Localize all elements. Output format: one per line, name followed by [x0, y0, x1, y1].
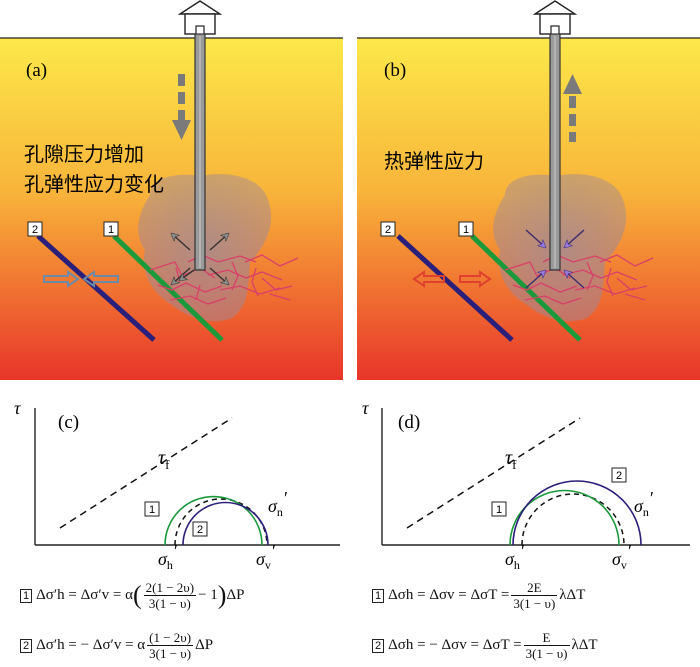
formula-c2-tag: 2: [20, 638, 33, 653]
formula-c2: 2 Δσ′h = − Δσ′v = α (1 − 2υ) 3(1 − υ) ΔP: [20, 630, 213, 661]
fault-2-tag: 2: [380, 221, 396, 237]
formula-d1-lhs: Δσh = Δσv = ΔσT =: [388, 586, 510, 603]
formula-c1: 1 Δσ′h = Δσ′v = α(2(1 − 2υ) 3(1 − υ) − 1)ΔP: [20, 580, 244, 611]
sigma-n-label: σn′: [634, 488, 654, 519]
formula-c1-rhs: ΔP: [226, 586, 245, 603]
inward-stress-arrows: [525, 229, 585, 289]
panel-c-label: (c): [58, 412, 79, 433]
sigma-h-label: σh′: [505, 541, 525, 572]
formula-c1-tail: − 1: [198, 586, 218, 603]
wellhead-house-icon: [532, 0, 578, 39]
svg-text:1: 1: [108, 224, 114, 236]
mohr-circle-1: [509, 489, 620, 546]
mohr-circle-initial: [521, 493, 625, 546]
wellhead-house-icon: [177, 0, 223, 39]
tau-f-label: τf: [158, 447, 170, 472]
svg-text:1: 1: [149, 504, 155, 516]
formula-d2-tag: 2: [372, 638, 385, 653]
mohr-circle-1: [164, 495, 263, 546]
injection-arrow-down: [172, 74, 191, 140]
formula-d1-rhs: λΔT: [559, 586, 586, 603]
svg-text:1: 1: [463, 224, 469, 236]
failure-envelope: [406, 417, 581, 529]
mohr-circle-2: [512, 480, 642, 546]
circle-2-tag: 2: [192, 521, 208, 537]
sigma-v-label: σv′: [256, 541, 276, 572]
fault-2-line: [36, 234, 156, 342]
panel-d-label: (d): [398, 412, 420, 433]
production-arrow-up: [563, 74, 582, 142]
formula-d1-tag: 1: [372, 588, 385, 603]
formula-c1-tag: 1: [20, 588, 33, 603]
formula-c1-fraction: 2(1 − 2υ) 3(1 − υ): [143, 580, 197, 611]
circle-2-tag: 2: [611, 467, 627, 483]
formula-c2-lhs: Δσ′h = − Δσ′v = α: [36, 636, 146, 653]
fault-2-line: [396, 234, 514, 342]
panel-a-caption-line1: 孔隙压力增加: [24, 142, 144, 166]
svg-text:2: 2: [32, 224, 38, 236]
svg-text:2: 2: [385, 224, 391, 236]
fault-1-tag: 1: [103, 221, 119, 237]
tau-label: τ: [362, 398, 369, 418]
svg-text:1: 1: [496, 504, 502, 516]
fault-2-tag: 2: [27, 221, 43, 237]
sigma-v-label: σv′: [612, 541, 632, 572]
formula-c1-lhs: Δσ′h = Δσ′v = α: [36, 586, 133, 603]
formula-d2-lhs: Δσh = − Δσv = ΔσT =: [388, 636, 522, 653]
formula-d1: 1 Δσh = Δσv = ΔσT = 2E 3(1 − υ) λΔT: [372, 580, 585, 611]
formula-d2-fraction: E 3(1 − υ): [523, 630, 570, 661]
circle-1-tag: 1: [144, 501, 160, 517]
failure-envelope: [59, 417, 233, 529]
mohr-circle-initial: [174, 498, 268, 546]
formula-d2: 2 Δσh = − Δσv = ΔσT = E 3(1 − υ) λΔT: [372, 630, 598, 661]
formula-d1-fraction: 2E 3(1 − υ): [511, 580, 558, 611]
panel-d: τ (d) τf 1 2 σh′ σv′ σn′: [362, 398, 690, 572]
panel-a: 2 1 (a) 孔隙压力增加 孔弹性应力变化: [0, 0, 343, 380]
tau-f-label: τf: [505, 447, 517, 472]
fault-2-shear-arrows: [43, 270, 119, 288]
panel-a-label: (a): [26, 60, 47, 81]
fault-1-tag: 1: [458, 221, 474, 237]
panel-a-caption-line2: 孔弹性应力变化: [24, 172, 164, 196]
formula-d2-rhs: λΔT: [571, 636, 598, 653]
formula-c2-fraction: (1 − 2υ) 3(1 − υ): [147, 630, 194, 661]
outward-stress-arrows: [172, 234, 228, 284]
sigma-h-label: σh′: [158, 541, 178, 572]
panel-c: τ (c) τf 1 2 σh′ σv′ σn′: [14, 398, 340, 572]
circle-1-tag: 1: [491, 501, 507, 517]
svg-text:2: 2: [616, 470, 622, 482]
panel-b-caption: 热弹性应力: [384, 149, 484, 173]
sigma-n-label: σn′: [268, 488, 288, 519]
formula-c2-rhs: ΔP: [195, 636, 214, 653]
panel-b: 2 1 (b) 热弹性应力: [357, 0, 700, 380]
tau-label: τ: [14, 398, 21, 418]
mohr-circle-2: [182, 501, 269, 546]
panel-b-label: (b): [384, 60, 406, 81]
fault-2-shear-arrows: [412, 270, 492, 288]
fracture-network: [504, 254, 654, 305]
svg-text:2: 2: [197, 524, 203, 536]
